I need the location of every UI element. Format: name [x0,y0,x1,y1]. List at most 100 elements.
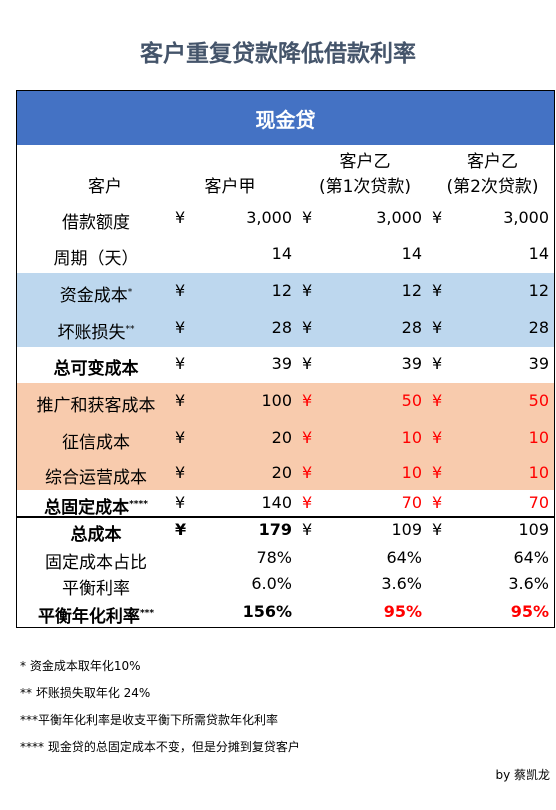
label-text: 总可变成本 [53,359,139,379]
currency: ¥ [302,520,313,539]
cell-value: 179 [258,520,292,539]
label-text: 征信成本 [62,432,130,453]
currency: ¥ [432,462,443,482]
currency: ¥ [175,462,186,482]
currency: ¥ [175,390,186,410]
footnote: ** 坏账损失取年化 24% [20,686,151,700]
footnote: ***平衡年化利率是收支平衡下所需贷款年化利率 [20,713,279,727]
currency: ¥ [175,520,187,539]
footnote: **** 现金贷的总固定成本不变，但是分摊到复贷客户 [20,740,300,754]
header-cell: 客户甲 [204,177,256,197]
note-mark: **** [129,498,148,509]
cell-value: 95% [383,601,422,621]
row-label: 总成本 [17,520,175,545]
row-label: 征信成本 [17,428,175,453]
cell-value: 20 [271,427,292,447]
cell-value: 109 [518,520,549,539]
label-text: 坏账损失 [57,322,126,343]
cell-value: 12 [401,280,422,300]
note-mark: ** [125,323,135,334]
row-label: 平衡年化利率*** [17,602,175,627]
row-label: 资金成本* [17,281,175,306]
cell-value: 10 [401,462,422,482]
table-frame [16,90,555,628]
cell-value: 64% [386,547,422,567]
cell-value: 39 [401,354,422,373]
cell-value: 10 [528,462,549,482]
cell-value: 156% [242,601,292,621]
cell-value: 14 [271,244,292,263]
label-text: 综合运营成本 [45,467,147,488]
currency: ¥ [175,492,186,512]
note-mark: *** [139,607,155,618]
currency: ¥ [432,354,443,373]
currency: ¥ [175,280,186,300]
table-caption: 现金贷 [255,108,316,132]
header-cell: 客户乙 [467,152,518,172]
cell-value: 70 [528,492,549,512]
currency: ¥ [432,390,443,410]
currency: ¥ [432,317,443,337]
currency: ¥ [302,390,313,410]
caption-band [17,91,554,145]
cell-value: 12 [528,280,549,300]
page-title: 客户重复贷款降低借款利率 [140,41,416,67]
currency: ¥ [302,427,313,447]
cell-value: 20 [271,462,292,482]
currency: ¥ [175,207,186,227]
currency: ¥ [432,492,443,512]
currency: ¥ [175,427,186,447]
currency: ¥ [302,462,313,482]
header-cell: 客户乙 [339,152,391,172]
cell-value: 3,000 [503,207,549,227]
row-label: 借款额度 [17,208,175,233]
cell-value: 100 [261,390,292,410]
cell-value: 10 [401,427,422,447]
cell-value: 78% [256,547,292,567]
cell-value: 3,000 [376,207,422,227]
currency: ¥ [175,354,186,373]
label-text: 资金成本 [59,285,128,306]
cell-value: 14 [528,244,549,263]
label-text: 借款额度 [62,212,130,233]
cell-value: 109 [391,520,422,539]
label-text: 推广和获客成本 [36,395,156,416]
currency: ¥ [302,354,313,373]
row-label: 周期（天） [17,244,175,269]
cell-value: 28 [401,317,422,337]
row-label: 坏账损失** [17,318,175,343]
footnote: * 资金成本取年化10% [20,659,141,673]
row-band [17,457,554,490]
cell-value: 95% [510,601,549,621]
header-cell: (第2次贷款) [446,177,539,197]
row-label: 总可变成本 [17,354,175,379]
currency: ¥ [432,280,443,300]
divider [17,516,554,518]
cell-value: 50 [401,390,422,410]
label-text: 周期（天） [53,249,139,269]
currency: ¥ [432,520,443,539]
row-label: 综合运营成本 [17,463,175,488]
note-mark: * [127,286,133,297]
cell-value: 28 [271,317,292,337]
label-text: 总固定成本 [44,497,130,518]
cell-value: 64% [513,547,549,567]
cell-value: 10 [528,427,549,447]
cell-value: 3.6% [381,574,422,593]
cell-value: 14 [401,244,422,263]
cell-value: 3,000 [246,207,292,227]
cell-value: 3.6% [508,574,549,593]
currency: ¥ [302,207,313,227]
cell-value: 39 [528,354,549,373]
currency: ¥ [432,427,443,447]
cell-value: 140 [261,492,292,512]
label-text: 固定成本占比 [45,552,147,573]
cell-value: 6.0% [251,574,292,593]
row-label: 平衡利率 [17,574,175,599]
cell-value: 28 [528,317,549,337]
cell-value: 50 [528,390,549,410]
cell-value: 12 [271,280,292,300]
author: by 蔡凯龙 [495,768,550,782]
currency: ¥ [432,207,443,227]
